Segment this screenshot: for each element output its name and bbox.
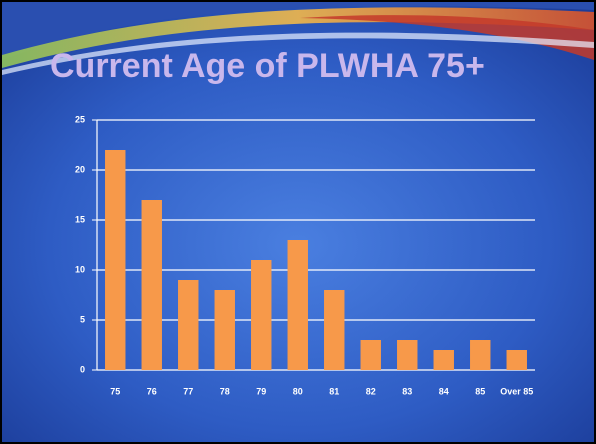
bar — [287, 240, 308, 370]
y-tick-label: 10 — [75, 264, 85, 274]
bar — [178, 280, 199, 370]
bar — [470, 340, 491, 370]
bar — [324, 290, 345, 370]
x-tick-label: 82 — [366, 386, 376, 396]
y-tick-label: 5 — [80, 314, 85, 324]
x-tick-label: 76 — [147, 386, 157, 396]
x-tick-label: 78 — [220, 386, 230, 396]
bar — [141, 200, 162, 370]
bar — [360, 340, 381, 370]
x-tick-label: 77 — [183, 386, 193, 396]
decoration — [300, 15, 594, 60]
y-tick-label: 25 — [75, 114, 85, 124]
x-tick-label: 75 — [110, 386, 120, 396]
x-tick-label: 81 — [329, 386, 339, 396]
x-tick-label: Over 85 — [500, 386, 533, 396]
bar — [433, 350, 454, 370]
bar — [506, 350, 527, 370]
y-tick-label: 0 — [80, 364, 85, 374]
x-tick-label: 80 — [293, 386, 303, 396]
bar — [214, 290, 235, 370]
x-tick-label: 83 — [402, 386, 412, 396]
bar — [397, 340, 418, 370]
x-tick-label: 85 — [475, 386, 485, 396]
x-tick-label: 79 — [256, 386, 266, 396]
y-tick-label: 15 — [75, 214, 85, 224]
x-tick-label: 84 — [439, 386, 449, 396]
bar — [251, 260, 272, 370]
chart-title: Current Age of PLWHA 75+ — [50, 47, 485, 85]
bar — [105, 150, 126, 370]
y-tick-label: 20 — [75, 164, 85, 174]
decoration — [2, 2, 594, 60]
